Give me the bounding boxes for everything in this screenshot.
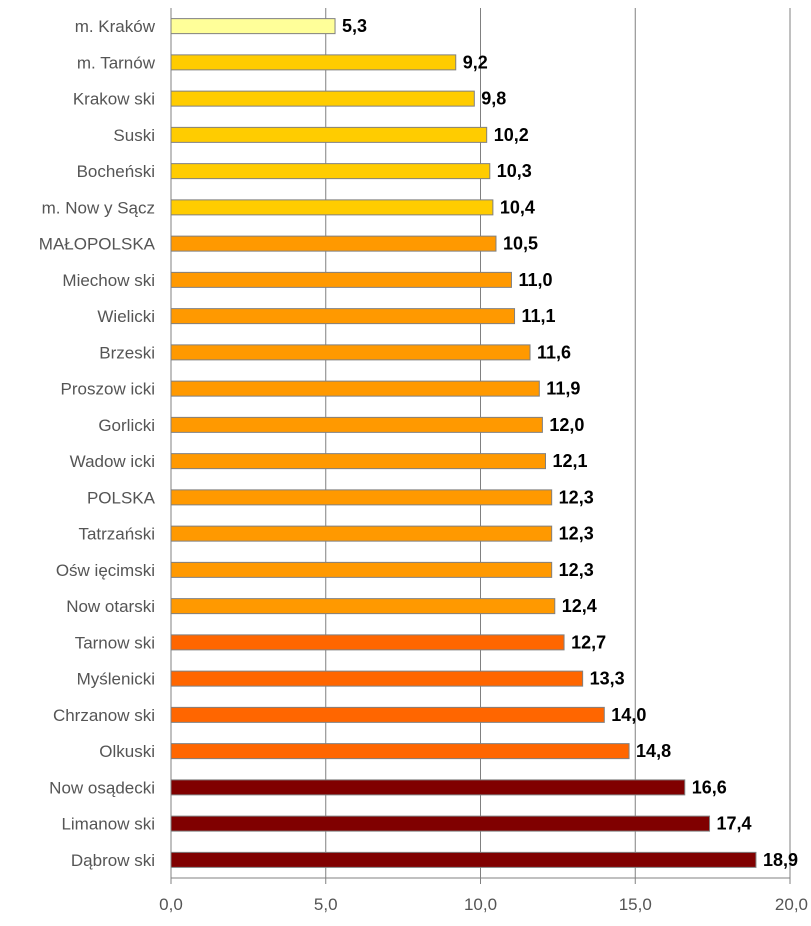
category-label: m. Now y Sącz [42,198,155,217]
value-label: 14,8 [636,741,671,761]
bar [170,779,686,796]
x-tick-label: 10,0 [464,895,497,914]
x-tick-label: 5,0 [314,895,338,914]
bar [170,561,553,578]
value-label: 9,8 [481,89,506,109]
category-label: Miechow ski [62,271,155,290]
category-label: Brzeski [99,343,155,362]
bar [170,598,556,615]
value-label: 11,6 [537,342,571,362]
category-label: m. Tarnów [77,53,156,72]
gridlines [325,8,791,878]
category-label: Tarnow ski [75,633,155,652]
value-label: 5,3 [342,16,367,36]
category-label: Proszow icki [61,380,155,399]
category-label: Wadow icki [70,452,155,471]
axes [170,8,791,884]
x-tick-label: 15,0 [619,895,652,914]
bars [170,18,757,868]
category-label: Wielicki [97,307,155,326]
x-tick-label: 20,0 [775,895,808,914]
bar [170,18,336,35]
category-label: Dąbrow ski [71,851,155,870]
x-tick-label: 0,0 [159,895,183,914]
bar [170,453,546,470]
category-labels: m. Kraków m. Tarnów Krakow ski Suski Bocheńs… [39,17,156,870]
value-label: 12,3 [559,560,594,580]
category-label: m. Kraków [75,17,156,36]
value-label: 11,1 [522,306,556,326]
category-label: POLSKA [87,488,156,507]
bar [170,489,553,506]
category-label: Gorlicki [98,416,155,435]
bar [170,634,565,651]
category-label: Suski [113,126,155,145]
bar [170,54,457,71]
category-label: Ośw ięcimski [56,561,155,580]
category-label: Limanow ski [61,815,155,834]
category-label: Olkuski [99,742,155,761]
bar [170,163,491,180]
value-label: 10,4 [500,197,535,217]
category-label: Krakow ski [73,90,155,109]
value-label: 12,7 [571,632,606,652]
value-label: 11,0 [518,270,552,290]
category-label: Now otarski [66,597,155,616]
tick-labels: 0,0 5,0 10,0 15,0 20,0 [159,895,808,914]
category-label: Now osądecki [49,778,155,797]
value-label: 17,4 [717,814,752,834]
category-label: Chrzanow ski [53,706,155,725]
bar [170,706,605,723]
bar [170,126,488,143]
category-label: Bocheński [77,162,155,181]
value-label: 11,9 [546,379,580,399]
bar [170,235,497,252]
value-label: 12,0 [549,415,584,435]
value-label: 16,6 [692,777,727,797]
bar [170,199,494,216]
bar [170,416,543,433]
category-label: Myślenicki [77,670,155,689]
bar [170,344,531,361]
value-label: 9,2 [463,52,488,72]
value-label: 12,1 [552,451,587,471]
bar [170,743,630,760]
value-label: 18,9 [763,850,798,870]
bar [170,90,475,107]
value-label: 10,5 [503,234,538,254]
value-label: 12,3 [559,487,594,507]
bar [170,271,512,288]
bar [170,851,757,868]
category-label: MAŁOPOLSKA [39,235,156,254]
value-label: 13,3 [590,669,625,689]
value-label: 10,2 [494,125,529,145]
bar [170,380,540,397]
value-label: 10,3 [497,161,532,181]
value-labels: 5,3 9,2 9,8 10,2 10,3 10,4 10,5 11,0 11,1 11,6 11,… [342,16,798,870]
bar [170,308,516,325]
bar [170,525,553,542]
bar [170,815,711,832]
value-label: 12,3 [559,524,594,544]
category-label: Tatrzański [78,525,155,544]
bar [170,670,584,687]
value-label: 12,4 [562,596,597,616]
value-label: 14,0 [611,705,646,725]
